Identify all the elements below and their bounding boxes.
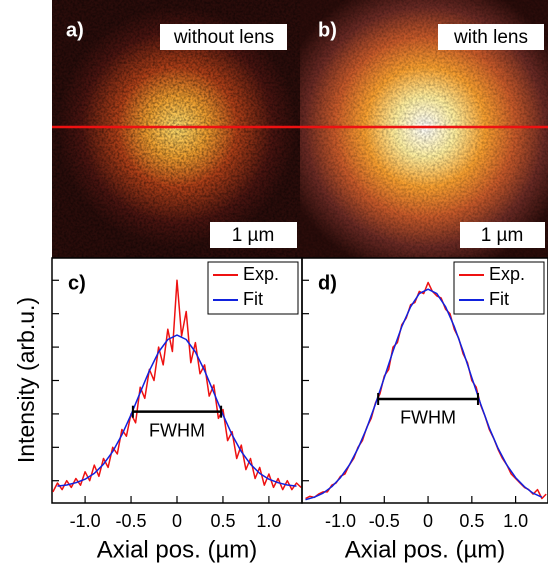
scale-label: 1 µm [232,225,275,246]
legend-box [453,261,545,315]
x-tick-label: -1.0 [325,511,356,531]
x-axis-label: Axial pos. (µm) [345,536,506,563]
x-tick-label: 0 [423,511,433,531]
x-axis-label: Axial pos. (µm) [97,536,258,563]
x-tick-label: 1.0 [503,511,528,531]
x-tick-label: 1.0 [256,511,281,531]
caption-box [160,24,287,50]
scale-box [460,222,545,248]
series-line [57,334,297,487]
x-tick-label: 0 [172,511,182,531]
series-line [305,281,547,500]
panel-letter: a) [66,19,84,41]
legend-label: Fit [243,289,263,309]
series-line [52,279,302,493]
fwhm-label: FWHM [400,408,456,428]
fwhm-label: FWHM [149,420,205,440]
series-line [305,288,543,501]
caption: without lens [173,27,274,48]
x-tick-label: 0.5 [459,511,484,531]
scale-box [210,222,297,248]
legend-box [207,261,299,315]
x-tick-label: -0.5 [369,511,400,531]
panel-letter: d) [318,272,337,294]
scale-label: 1 µm [481,225,524,246]
y-axis-label: Intensity (arb.u.) [13,297,39,463]
panel-letter: c) [68,272,86,294]
panel-letter: b) [318,19,337,41]
x-tick-label: -1.0 [70,511,101,531]
legend-label: Exp. [243,264,279,284]
legend-label: Exp. [489,264,525,284]
x-tick-label: 0.5 [210,511,235,531]
caption-box [438,24,544,50]
caption: with lens [453,27,528,48]
legend-label: Fit [489,289,509,309]
x-tick-label: -0.5 [116,511,147,531]
